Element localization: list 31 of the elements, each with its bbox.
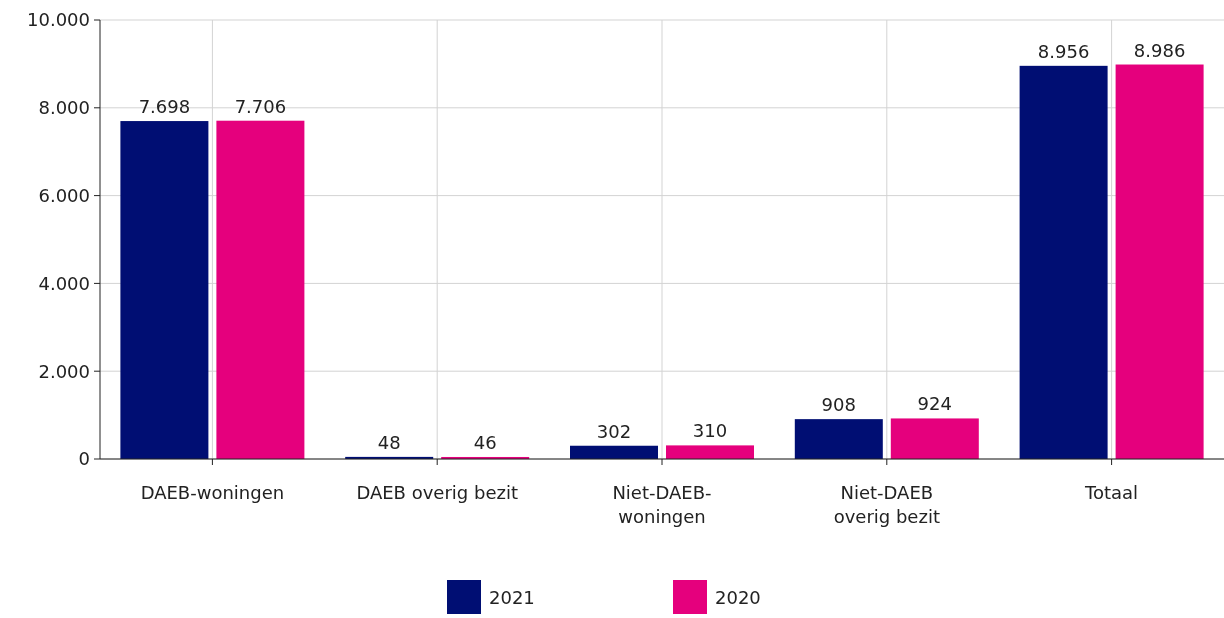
x-tick-label: DAEB-woningen <box>140 482 285 503</box>
y-tick-label: 4.000 <box>38 272 90 294</box>
x-tick-label: DAEB overig bezit <box>356 482 518 503</box>
data-label: 48 <box>377 431 401 453</box>
bar <box>1019 65 1108 459</box>
bar <box>570 445 658 459</box>
y-tick-label: 10.000 <box>27 9 90 31</box>
bar <box>890 418 979 459</box>
x-tick-label: Niet-DAEB overig bezit <box>833 482 940 527</box>
x-tick-label: Totaal <box>1084 482 1139 503</box>
y-tick-label: 2.000 <box>38 360 90 382</box>
data-label: 924 <box>917 393 952 415</box>
bar <box>216 120 305 459</box>
legend-label: 2020 <box>715 587 761 609</box>
y-tick-label: 6.000 <box>38 184 90 206</box>
data-label: 310 <box>692 420 728 442</box>
y-tick-label: 0 <box>78 448 90 470</box>
data-label: 302 <box>596 420 632 442</box>
bar <box>1115 64 1204 459</box>
data-label: 46 <box>473 431 497 453</box>
bar <box>794 419 883 459</box>
legend-label: 2021 <box>489 587 535 609</box>
data-label: 8.986 <box>1133 39 1186 61</box>
data-label: 7.706 <box>234 95 287 117</box>
data-label: 7.698 <box>138 96 191 118</box>
x-tick-label: Niet-DAEB-woningen <box>612 482 712 527</box>
data-label: 8.956 <box>1037 40 1090 62</box>
bar <box>120 121 209 459</box>
data-label: 908 <box>821 394 856 416</box>
y-tick-label: 8.000 <box>38 97 90 119</box>
bar <box>666 445 754 459</box>
